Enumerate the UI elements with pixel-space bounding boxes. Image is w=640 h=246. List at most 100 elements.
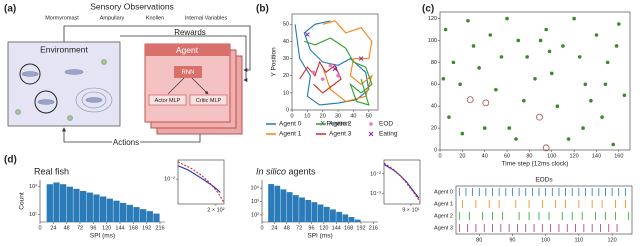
x-tick-label: 120 [607, 237, 616, 243]
x-tick-label: 96 [90, 225, 96, 231]
x-tick-label: 20 [320, 113, 326, 119]
histogram-bar [146, 211, 153, 222]
agent-title: Agent [176, 45, 199, 55]
actor-label: Actor MLP [155, 98, 181, 104]
line-series [322, 20, 373, 102]
scatter-point [516, 38, 521, 43]
scatter-point [458, 82, 462, 87]
scatter-point [538, 38, 543, 43]
y-tick-label: 10³ [29, 184, 37, 190]
histogram-bar [153, 213, 160, 222]
x-axis-label: SPI (ms) [307, 233, 332, 240]
histogram-bar [60, 184, 67, 222]
eating-marker [305, 32, 310, 37]
line-series [294, 20, 370, 106]
scatter-point [561, 44, 565, 48]
x-tick-label: 72 [77, 225, 83, 231]
plot-frame [455, 185, 633, 235]
y-tick-label: 10⁻³ [370, 191, 381, 197]
histogram-bar [268, 184, 274, 222]
scatter-point [589, 98, 593, 103]
scatter-point [555, 104, 560, 108]
schematic: Sensory Observations Mormyromast Ampulla… [7, 1, 251, 147]
eating-marker [358, 56, 364, 61]
plot-frame [439, 11, 631, 151]
sensory-item: Ampullary [100, 15, 125, 21]
y-tick-label: 20 [431, 126, 437, 132]
x-tick-label: 48 [284, 225, 290, 231]
chart-title: In silico [256, 166, 286, 176]
x-tick-label: 216 [369, 225, 378, 231]
x-tick-label: 216 [155, 225, 164, 231]
reward-arrow [120, 35, 248, 82]
environment-box [7, 41, 121, 127]
sensory-title: Sensory Observations [90, 1, 174, 11]
y-tick-label: 60 [431, 82, 437, 88]
histogram-bar [317, 204, 324, 222]
critic-box [189, 94, 228, 106]
scatter-point [605, 60, 610, 65]
x-tick-label: 10 [304, 113, 310, 119]
scatter-point [466, 96, 474, 104]
x-tick-label: 168 [344, 225, 353, 231]
x-tick-label: 24 [50, 225, 56, 231]
histogram-bar [86, 192, 93, 222]
eod-marker [311, 70, 316, 75]
scatter-point [611, 142, 616, 147]
scatter-point [494, 87, 498, 92]
scatter-point [482, 126, 487, 130]
histogram-bar [286, 192, 293, 222]
plot-frame [291, 13, 379, 111]
actions-label: Actions [113, 138, 139, 147]
histogram-bar [330, 209, 336, 222]
scatter-point [451, 60, 456, 65]
x-tick-label: 0 [260, 225, 263, 231]
x-tick-label: 90 [509, 237, 515, 243]
rnn-arrow [167, 77, 208, 94]
row-label: Agent 1 [434, 201, 453, 207]
x-tick-label: 30 [335, 113, 341, 119]
y-tick-label: 80 [431, 60, 437, 66]
scatter-point [471, 44, 476, 48]
scatter-point [549, 71, 554, 76]
histogram-bar [120, 202, 127, 222]
plot-frame [383, 159, 421, 205]
histogram-bar [299, 197, 305, 222]
scatter-point [583, 82, 588, 87]
critic-label: Critic MLP [196, 98, 222, 104]
histogram-bar [126, 204, 133, 222]
histogram-bar [292, 195, 299, 222]
histogram-bar [280, 189, 287, 222]
x-tick-label: 100 [547, 153, 556, 159]
histogram-bar [140, 209, 147, 222]
x-tick-label: 160 [614, 153, 623, 159]
y-tick-label: 10⁻² [164, 177, 175, 183]
histogram-bar [100, 196, 107, 222]
scatter-point [443, 27, 448, 32]
y-tick-label: 10 [283, 90, 289, 96]
scatter-point [603, 82, 608, 87]
histogram-bar [53, 182, 60, 222]
x-tick-label: 168 [129, 225, 138, 231]
agent-box [144, 43, 231, 123]
y-tick-label: 10⁻² [370, 171, 381, 177]
x-tick-label: 144 [332, 225, 341, 231]
scatter-point [581, 126, 585, 130]
scatter-point [622, 93, 627, 98]
x-tick-label: 48 [64, 225, 70, 231]
scatter-point [522, 98, 526, 103]
row-label: Agent 0 [434, 189, 453, 195]
y-axis-label: Count [19, 192, 26, 210]
scatter-point [507, 126, 512, 130]
line-series [304, 37, 373, 106]
x-tick-label: 120 [319, 225, 328, 231]
x-tick-label: 9 × 10¹ [402, 207, 419, 213]
x-tick-label: 80 [476, 237, 482, 243]
scatter-point [572, 16, 576, 21]
scatter-point [460, 131, 465, 136]
x-tick-label: 20 [459, 153, 465, 159]
chart-title: Real fish [34, 166, 69, 176]
histogram-bar [113, 200, 120, 222]
scatter-point [514, 137, 518, 141]
